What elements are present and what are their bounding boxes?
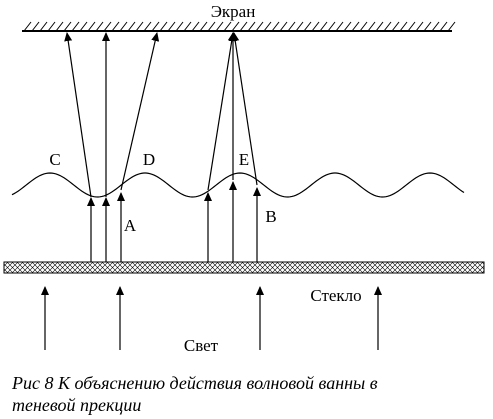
hatch-line [359, 21, 368, 32]
hatch-line [23, 21, 32, 32]
hatch-line [87, 21, 96, 32]
hatch-line [79, 21, 88, 32]
hatch-line [63, 21, 72, 32]
hatch-line [39, 21, 48, 32]
hatch-line [343, 21, 352, 32]
hatch-line [279, 21, 288, 32]
hatch-line [47, 21, 56, 32]
screen-label: Экран [211, 2, 256, 21]
hatch-line [327, 21, 336, 32]
screen-hatch [23, 21, 456, 32]
hatch-line [95, 21, 104, 32]
screen [22, 21, 456, 32]
hatch-line [447, 21, 456, 32]
hatch-line [439, 21, 448, 32]
hatch-line [199, 21, 208, 32]
caption-line: Рис 8 К объяснению действия волновой ван… [11, 373, 378, 393]
label-a: A [124, 216, 137, 235]
hatch-line [167, 21, 176, 32]
hatch-line [159, 21, 168, 32]
hatch-line [295, 21, 304, 32]
hatch-line [239, 21, 248, 32]
hatch-line [287, 21, 296, 32]
hatch-line [311, 21, 320, 32]
hatch-line [183, 21, 192, 32]
label-light: Свет [184, 336, 219, 355]
wave-surface [11, 172, 465, 198]
hatch-line [319, 21, 328, 32]
hatch-line [431, 21, 440, 32]
hatch-line [175, 21, 184, 32]
hatch-line [151, 21, 160, 32]
hatch-line [263, 21, 272, 32]
hatch-line [119, 21, 128, 32]
hatch-line [207, 21, 216, 32]
hatch-line [247, 21, 256, 32]
hatch-line [415, 21, 424, 32]
hatch-line [55, 21, 64, 32]
hatch-line [143, 21, 152, 32]
hatch-line [399, 21, 408, 32]
hatch-line [407, 21, 416, 32]
hatch-line [383, 21, 392, 32]
label-d: D [143, 150, 155, 169]
glass [3, 261, 485, 274]
ray [231, 32, 258, 186]
ray [64, 32, 92, 198]
hatch-line [71, 21, 80, 32]
label-glass: Стекло [310, 286, 361, 305]
label-e: E [239, 150, 249, 169]
hatch-line [135, 21, 144, 32]
ray [207, 32, 236, 191]
hatch-line [335, 21, 344, 32]
hatch-line [367, 21, 376, 32]
hatch-line [271, 21, 280, 32]
hatch-line [215, 21, 224, 32]
light-rays [41, 286, 382, 350]
hatch-line [351, 21, 360, 32]
hatch-line [31, 21, 40, 32]
hatch-line [111, 21, 120, 32]
hatch-line [191, 21, 200, 32]
label-b: B [265, 207, 276, 226]
hatch-line [255, 21, 264, 32]
hatch-line [103, 21, 112, 32]
caption-line: теневой прекции [12, 395, 141, 415]
hatch-line [391, 21, 400, 32]
hatch-line [223, 21, 232, 32]
label-c: C [49, 150, 60, 169]
refracted-rays [64, 32, 258, 198]
hatch-line [231, 21, 240, 32]
hatch-line [375, 21, 384, 32]
hatch-line [127, 21, 136, 32]
hatch-line [423, 21, 432, 32]
incident-rays [87, 181, 261, 262]
ray [120, 32, 160, 191]
hatch-line [303, 21, 312, 32]
